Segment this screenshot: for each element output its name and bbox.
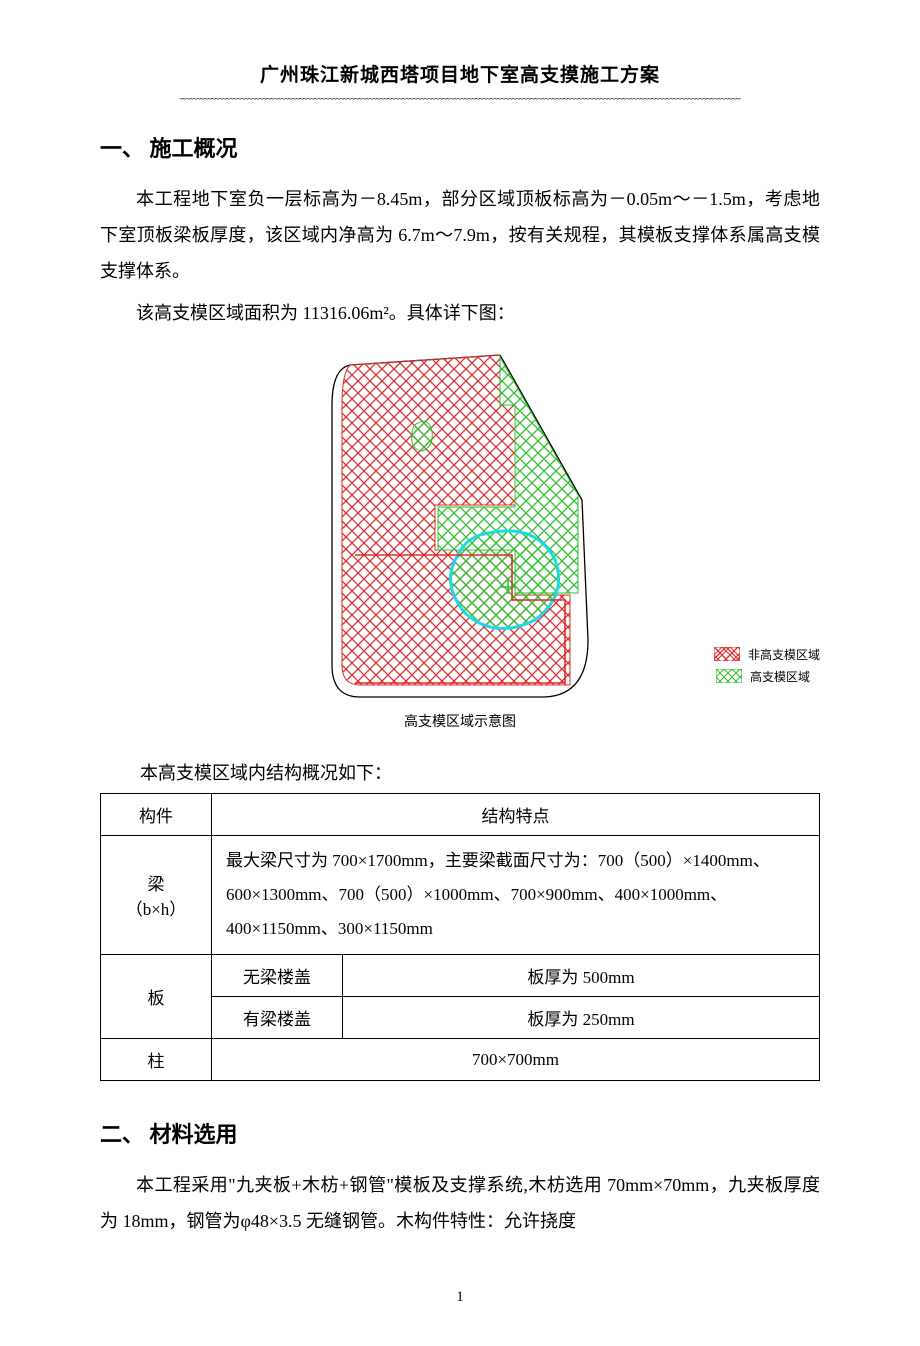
section2-heading: 二、 材料选用	[100, 1117, 820, 1149]
legend2-label: 高支模区域	[750, 670, 810, 684]
slab-r1c1: 无梁楼盖	[212, 955, 343, 997]
column-label: 柱	[101, 1039, 212, 1081]
beam-text: 最大梁尺寸为 700×1700mm，主要梁截面尺寸为：700（500）×1400…	[212, 836, 820, 955]
column-text: 700×700mm	[212, 1039, 820, 1081]
diagram-cyan-blob	[450, 531, 558, 629]
legend1-label: 非高支模区域	[748, 648, 820, 662]
slab-r2c1: 有梁楼盖	[212, 997, 343, 1039]
beam-label: 梁 （b×h）	[101, 836, 212, 955]
table-intro: 本高支模区域内结构概况如下：	[140, 759, 820, 785]
legend-swatch-red	[714, 647, 740, 661]
legend-row-2: 高支模区域	[716, 667, 810, 685]
page-number: 1	[100, 1289, 820, 1306]
beam-label-l2: （b×h）	[126, 900, 187, 919]
header-underline: ﹏﹏﹏﹏﹏﹏﹏﹏﹏﹏﹏﹏﹏﹏﹏﹏﹏﹏﹏﹏﹏﹏﹏﹏﹏﹏﹏﹏﹏﹏﹏﹏﹏﹏﹏﹏﹏﹏﹏﹏…	[100, 91, 820, 99]
th-feature: 结构特点	[212, 794, 820, 836]
diagram-green-island-small	[412, 421, 433, 451]
th-component: 构件	[101, 794, 212, 836]
page-header-title: 广州珠江新城西塔项目地下室高支摸施工方案	[100, 60, 820, 87]
table-row: 板 无梁楼盖 板厚为 500mm	[101, 955, 820, 997]
diagram-container: 非高支模区域 高支模区域	[210, 345, 710, 705]
section1-heading: 一、 施工概况	[100, 131, 820, 163]
table-row: 构件 结构特点	[101, 794, 820, 836]
structure-table: 构件 结构特点 梁 （b×h） 最大梁尺寸为 700×1700mm，主要梁截面尺…	[100, 793, 820, 1081]
legend-swatch-green	[716, 669, 742, 683]
section1-para2: 该高支模区域面积为 11316.06m²。具体详下图：	[100, 295, 820, 331]
table-row: 梁 （b×h） 最大梁尺寸为 700×1700mm，主要梁截面尺寸为：700（5…	[101, 836, 820, 955]
slab-r1c2: 板厚为 500mm	[343, 955, 820, 997]
section2-para1: 本工程采用"九夹板+木枋+钢管"模板及支撑系统,木枋选用 70mm×70mm，九…	[100, 1167, 820, 1239]
section1-para1: 本工程地下室负一层标高为－8.45m，部分区域顶板标高为－0.05m～－1.5m…	[100, 181, 820, 289]
slab-label: 板	[101, 955, 212, 1039]
slab-r2c2: 板厚为 250mm	[343, 997, 820, 1039]
underline-glyphs: ﹏﹏﹏﹏﹏﹏﹏﹏﹏﹏﹏﹏﹏﹏﹏﹏﹏﹏﹏﹏﹏﹏﹏﹏﹏﹏﹏﹏﹏﹏﹏﹏﹏﹏﹏﹏﹏﹏﹏﹏…	[180, 91, 741, 99]
beam-label-l1: 梁	[148, 875, 165, 894]
region-diagram	[310, 345, 610, 705]
table-row: 柱 700×700mm	[101, 1039, 820, 1081]
diagram-caption: 高支模区域示意图	[100, 711, 820, 731]
legend-row-1: 非高支模区域	[714, 645, 820, 663]
